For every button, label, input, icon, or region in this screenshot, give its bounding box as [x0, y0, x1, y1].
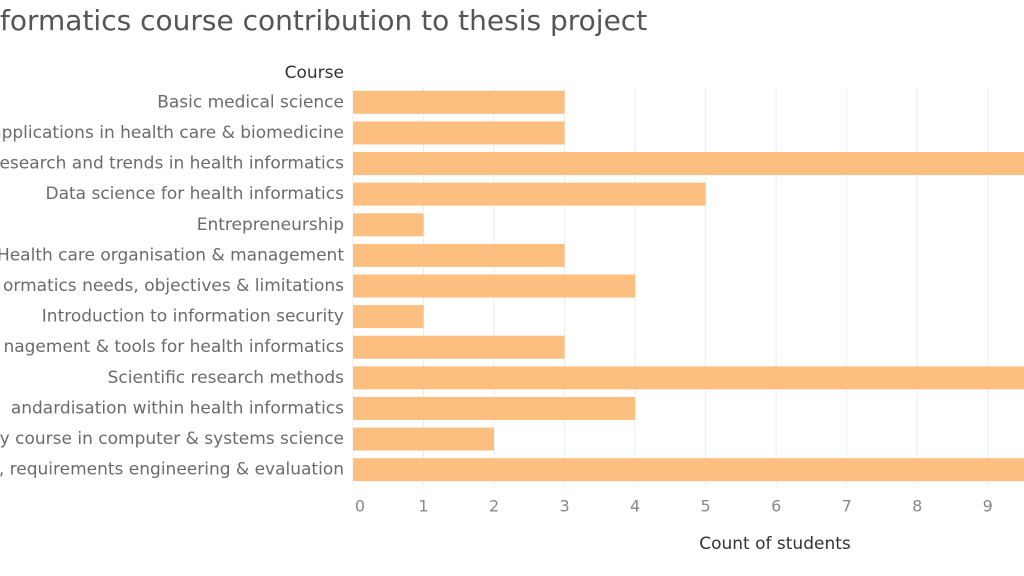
- bar: [353, 152, 1024, 176]
- y-tick-label: applications in health care & biomedicin…: [0, 123, 344, 143]
- x-tick-label: 2: [489, 497, 499, 516]
- x-tick-label: 4: [630, 497, 640, 516]
- bar: [353, 305, 424, 329]
- bar: [353, 182, 706, 206]
- chart-title: formatics course contribution to thesis …: [0, 4, 647, 37]
- x-tick-label: 0: [355, 497, 365, 516]
- bar: [353, 396, 636, 420]
- bar: [353, 243, 565, 267]
- x-tick-label: 7: [842, 497, 852, 516]
- x-tick-label: 6: [771, 497, 781, 516]
- y-tick-label: Basic medical science: [157, 92, 344, 112]
- bar: [353, 366, 1024, 390]
- bar: [353, 458, 1024, 482]
- x-tick-label: 1: [418, 497, 428, 516]
- x-axis-title: Count of students: [699, 534, 851, 554]
- y-tick-label: Scientific research methods: [108, 368, 345, 388]
- bar: [353, 427, 495, 451]
- bar: [353, 121, 565, 145]
- y-tick-label: ormatics needs, objectives & limitations: [3, 276, 344, 296]
- y-tick-label: esearch and trends in health informatics: [0, 154, 344, 174]
- x-tick-label: 9: [983, 497, 993, 516]
- y-tick-label: , requirements engineering & evaluation: [0, 460, 344, 480]
- bar: [353, 90, 565, 114]
- x-tick-label: 8: [912, 497, 922, 516]
- bar: [353, 274, 636, 298]
- y-axis-title: Course: [285, 63, 344, 83]
- y-tick-label: Health care organisation & management: [0, 245, 344, 265]
- bar: [353, 213, 424, 237]
- y-tick-label: nagement & tools for health informatics: [3, 337, 344, 357]
- y-tick-label: Data science for health informatics: [45, 184, 344, 204]
- x-tick-label: 5: [701, 497, 711, 516]
- y-tick-label: Introduction to information security: [42, 307, 344, 327]
- y-tick-label: andardisation within health informatics: [11, 398, 344, 418]
- y-tick-label: ry course in computer & systems science: [0, 429, 344, 449]
- x-tick-label: 3: [559, 497, 569, 516]
- y-tick-label: Entrepreneurship: [197, 215, 344, 235]
- bar: [353, 335, 565, 359]
